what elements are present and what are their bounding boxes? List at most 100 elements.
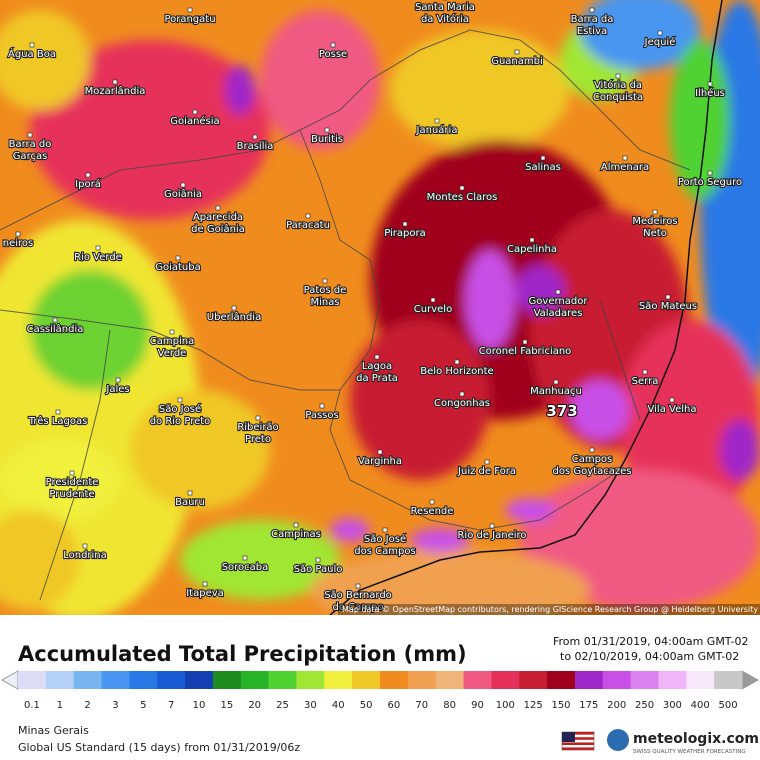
city-label: Pirapora: [384, 228, 426, 239]
city-label: Buritis: [311, 134, 343, 145]
city-marker: [29, 42, 35, 48]
period-to: to 02/10/2019, 04:00am GMT-02: [560, 650, 739, 663]
city-marker: [652, 209, 658, 215]
legend-label: 5: [140, 700, 146, 711]
city-label: Paracatu: [286, 220, 330, 231]
city-label: Juiz de Fora: [457, 466, 516, 477]
legend-swatch: [519, 671, 548, 689]
city-label: Patos de: [304, 285, 347, 296]
legend-label: 125: [524, 700, 543, 711]
city-label: Vitória da: [594, 79, 642, 91]
city-label: Cassilândia: [27, 323, 84, 335]
city-marker: [192, 109, 198, 115]
legend-label: 60: [388, 700, 401, 711]
legend-label: 150: [551, 700, 570, 711]
city-label: Ribeirão: [237, 422, 278, 433]
city-label: Goiânia: [164, 188, 202, 200]
city-marker: [293, 522, 299, 528]
city-label: de Goiânia: [191, 223, 245, 235]
legend-label: 2: [84, 700, 90, 711]
legend-label: 1: [57, 700, 63, 711]
city-label: Barra da: [571, 14, 614, 25]
city-label: Campinas: [271, 529, 321, 540]
city-label: Posse: [319, 49, 347, 60]
city-label: Congonhas: [434, 398, 490, 409]
city-label: Goianésia: [170, 115, 219, 127]
legend-swatch: [686, 671, 715, 689]
legend-swatch: [73, 671, 103, 689]
city-label: Belo Horizonte: [420, 366, 493, 377]
city-marker: [187, 7, 193, 13]
legend-swatch: [547, 671, 576, 689]
city-marker: [231, 305, 237, 311]
city-marker: [642, 369, 648, 375]
legend-label: 20: [248, 700, 261, 711]
region: Minas Gerais: [18, 724, 89, 737]
city-marker: [657, 30, 663, 36]
city-label: Jequié: [644, 36, 676, 48]
city-label: neiros: [3, 238, 34, 249]
legend-label: 50: [360, 700, 373, 711]
legend-swatch: [714, 671, 743, 689]
city-label: Aparecida: [193, 212, 243, 223]
city-label: dos Goytacazes: [553, 466, 632, 477]
legend-label: 30: [304, 700, 317, 711]
arrow-left: [0, 670, 19, 690]
tagline: SWISS QUALITY WEATHER FORECASTING: [633, 749, 746, 755]
city-marker: [669, 397, 675, 403]
model: Global US Standard (15 days) from 01/31/…: [18, 741, 300, 754]
city-marker: [707, 81, 713, 87]
city-marker: [522, 339, 528, 345]
logo-icon: [607, 729, 629, 751]
legend-swatch: [658, 671, 687, 689]
city-label: Mozarlândia: [85, 85, 146, 97]
period-from: From 01/31/2019, 04:00am GMT-02: [553, 635, 749, 648]
city-marker: [242, 555, 248, 561]
city-marker: [319, 403, 325, 409]
legend-label: 300: [663, 700, 682, 711]
city-label: Jales: [105, 384, 129, 395]
city-marker: [430, 297, 436, 303]
legend-swatch: [324, 671, 353, 689]
legend-swatch: [574, 671, 604, 689]
legend-label: 40: [332, 700, 345, 711]
city-marker: [82, 543, 88, 549]
legend-label: 7: [168, 700, 174, 711]
city-marker: [330, 42, 336, 48]
city-marker: [429, 499, 435, 505]
city-label: Ilhéus: [695, 87, 725, 99]
city-marker: [553, 379, 559, 385]
city-marker: [180, 182, 186, 188]
city-marker: [382, 527, 388, 533]
city-label: Presidente: [46, 477, 99, 488]
city-label: Neto: [643, 228, 667, 239]
city-marker: [355, 583, 361, 589]
city-label: Preto: [245, 434, 271, 445]
city-label: Rio de Janeiro: [457, 530, 526, 541]
city-label: Varginha: [358, 456, 402, 467]
city-marker: [169, 329, 175, 335]
city-marker: [555, 289, 561, 295]
legend-swatch: [157, 671, 186, 689]
city-marker: [484, 459, 490, 465]
city-label: São Paulo: [294, 564, 343, 575]
city-label: Porto Seguro: [678, 177, 742, 188]
legend-swatch: [129, 671, 158, 689]
city-label: Água Boa: [8, 47, 56, 60]
city-label: Goiatuba: [155, 262, 201, 273]
max-value: 373: [546, 402, 577, 420]
city-marker: [55, 409, 61, 415]
city-label: Resende: [411, 506, 454, 517]
city-marker: [665, 294, 671, 300]
city-marker: [52, 317, 58, 323]
city-label: Rio Verde: [74, 252, 122, 263]
legend-label: 3: [112, 700, 118, 711]
legend-label: 70: [415, 700, 428, 711]
city-marker: [177, 397, 183, 403]
legend-swatch: [296, 671, 325, 689]
city-label: Guanambi: [491, 56, 543, 67]
arrow-right: [741, 670, 760, 690]
city-label: Prudente: [49, 489, 94, 500]
